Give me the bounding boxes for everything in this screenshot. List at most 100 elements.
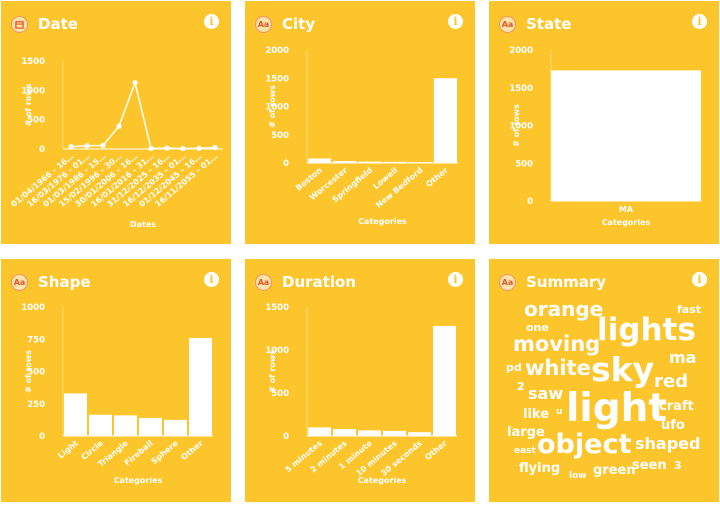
card-title: City xyxy=(282,15,316,33)
bar xyxy=(308,158,332,163)
card-summary: orange fast one lights moving ma pd whit… xyxy=(489,259,719,502)
card-title: Summary xyxy=(526,273,607,291)
info-icon[interactable]: i xyxy=(448,272,463,287)
card-header: Aa City xyxy=(255,13,315,35)
card-title: Date xyxy=(38,15,78,33)
y-axis-label: # of rows xyxy=(268,350,277,393)
card-title: Shape xyxy=(38,273,91,291)
card-header: Aa State xyxy=(499,13,571,35)
cloud-word: red xyxy=(654,371,688,392)
x-tick-label: New Bedford xyxy=(374,165,425,209)
cloud-word: large xyxy=(507,425,545,440)
card-header: Date xyxy=(11,13,78,35)
y-tick-label: 750 xyxy=(27,335,45,345)
bar xyxy=(408,162,432,163)
y-tick-label: 500 xyxy=(515,159,533,169)
cloud-word: one xyxy=(526,321,549,334)
y-tick-label: 1500 xyxy=(21,57,45,67)
cloud-word: pd xyxy=(506,361,522,374)
info-icon[interactable]: i xyxy=(204,14,219,29)
cloud-word: white xyxy=(525,356,591,380)
cloud-word: moving xyxy=(513,332,601,356)
data-point xyxy=(100,142,106,149)
y-tick-label: 1500 xyxy=(265,303,289,313)
y-tick-label: 1000 xyxy=(509,122,533,132)
y-tick-label: 0 xyxy=(283,159,289,169)
cloud-word: craft xyxy=(659,399,694,414)
text-type-icon: Aa xyxy=(255,273,272,291)
x-tick-label: Other xyxy=(424,166,450,189)
x-axis-label: Dates xyxy=(130,220,156,229)
data-point xyxy=(68,144,74,150)
bar xyxy=(551,70,701,201)
data-point xyxy=(196,145,202,151)
data-point xyxy=(148,145,154,152)
card-header: Aa Summary xyxy=(499,271,606,293)
y-tick-label: 1500 xyxy=(509,84,533,94)
bar xyxy=(333,161,357,163)
y-tick-label: 250 xyxy=(27,400,45,410)
cloud-word: object xyxy=(537,429,632,460)
x-tick-label: Other xyxy=(179,439,205,462)
y-tick-label: 0 xyxy=(39,432,45,442)
cloud-word: u xyxy=(556,407,563,417)
y-tick-label: 0 xyxy=(39,145,45,155)
y-tick-label: 500 xyxy=(271,131,289,141)
bar xyxy=(408,432,431,436)
data-point xyxy=(116,123,122,129)
state-chart: 0 500 1000 1500 2000 # of rows MA Categories xyxy=(509,46,701,227)
data-point xyxy=(212,144,218,151)
text-type-icon: Aa xyxy=(255,15,272,33)
cloud-word: ma xyxy=(669,348,697,367)
x-tick-label: Light xyxy=(56,439,80,461)
cloud-word: low xyxy=(569,471,587,481)
cloud-word: lights xyxy=(597,312,696,348)
bar xyxy=(189,337,212,436)
card-duration: 0 500 1000 1500 # of rows 5 minutes 2 minutes 1… xyxy=(245,259,475,502)
bar xyxy=(383,161,407,163)
bar xyxy=(433,325,456,436)
series-line xyxy=(70,80,216,150)
card-title: Duration xyxy=(282,273,356,291)
bar xyxy=(89,414,112,436)
cloud-word: fast xyxy=(677,303,702,316)
card-title: State xyxy=(526,15,572,33)
info-icon[interactable]: i xyxy=(692,272,707,287)
cloud-word: green xyxy=(593,463,636,478)
text-type-icon: Aa xyxy=(499,273,516,291)
cloud-word: saw xyxy=(528,384,564,403)
y-axis-label: # of rows xyxy=(512,104,521,147)
bar xyxy=(64,393,87,436)
cloud-word: light xyxy=(566,386,668,431)
y-axis-label: # of rows xyxy=(268,85,277,128)
data-point xyxy=(84,143,90,149)
bar xyxy=(358,161,382,163)
x-tick-label: Other xyxy=(423,439,449,462)
y-tick-label: 0 xyxy=(283,432,289,442)
bar xyxy=(433,78,457,163)
calendar-icon xyxy=(11,15,28,33)
card-header: Aa Duration xyxy=(255,271,356,293)
x-tick-label: Sphere xyxy=(149,438,180,466)
y-tick-label: 1000 xyxy=(265,346,289,356)
cloud-word: east xyxy=(514,446,536,456)
info-icon[interactable]: i xyxy=(692,14,707,29)
x-tick-label: MA xyxy=(619,205,634,214)
y-tick-label: 1000 xyxy=(21,86,45,96)
bar xyxy=(164,419,187,436)
cloud-word: seen xyxy=(632,458,667,473)
bar xyxy=(114,415,137,436)
cloud-word: flying xyxy=(519,461,561,476)
y-tick-label: 2000 xyxy=(509,46,533,56)
y-tick-label: 2000 xyxy=(265,46,289,56)
data-point xyxy=(164,145,170,151)
info-icon[interactable]: i xyxy=(448,14,463,29)
info-icon[interactable]: i xyxy=(204,272,219,287)
cloud-word: ufo xyxy=(661,418,685,433)
y-tick-label: 500 xyxy=(27,368,45,378)
x-axis-label: Categories xyxy=(358,217,407,226)
